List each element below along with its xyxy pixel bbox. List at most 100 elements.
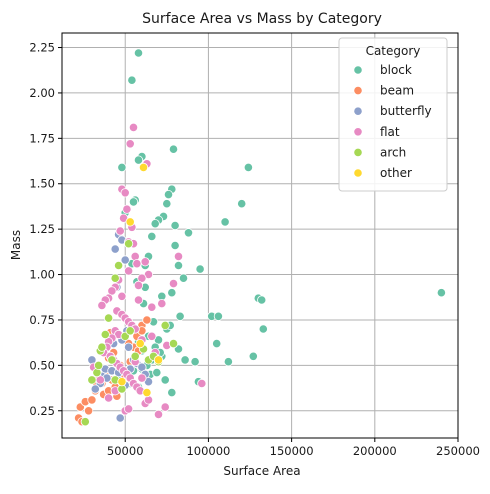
data-point-other [125, 217, 135, 227]
data-point-butterfly [115, 413, 125, 423]
legend-item-flat: flat [353, 125, 400, 139]
legend-marker-butterfly [353, 106, 363, 116]
data-point-flat [117, 291, 127, 301]
data-point-block [133, 155, 144, 165]
data-point-arch [124, 239, 134, 249]
legend-marker-block [353, 65, 363, 75]
data-point-block [127, 75, 137, 85]
data-point-arch [104, 313, 114, 323]
legend-marker-flat [353, 127, 363, 137]
data-point-arch [94, 360, 104, 370]
data-point-block [237, 199, 247, 209]
y-tick-label: 1.50 [29, 177, 55, 191]
data-point-flat [122, 204, 132, 214]
data-point-block [248, 351, 258, 361]
data-point-block [133, 48, 144, 58]
data-point-flat [153, 409, 164, 419]
data-point-block [167, 288, 177, 298]
legend-item-block: block [353, 63, 412, 77]
data-point-block [160, 375, 170, 385]
data-point-flat [147, 331, 157, 341]
y-axis-title: Mass [9, 230, 23, 260]
data-point-flat [120, 188, 130, 198]
data-point-arch [168, 338, 179, 349]
data-point-flat [125, 139, 135, 149]
y-tick-label: 1.75 [29, 131, 55, 145]
legend-item-arch: arch [353, 145, 406, 159]
data-point-arch [130, 351, 140, 361]
legend-items: block beam butterfly flat arch other [353, 63, 432, 180]
data-point-arch [97, 342, 107, 352]
data-point-other [135, 338, 145, 349]
legend-item-beam: beam [353, 84, 414, 98]
y-tick-label: 1.25 [29, 222, 55, 236]
data-point-butterfly [110, 244, 120, 254]
legend-label-other: other [380, 166, 412, 180]
legend-marker-other [353, 168, 363, 178]
data-point-flat [115, 226, 125, 236]
legend-label-beam: beam [380, 84, 414, 98]
data-point-arch [114, 260, 124, 271]
data-point-flat [133, 295, 144, 305]
data-point-block [128, 197, 139, 207]
data-point-block [190, 357, 200, 367]
plot-frame [61, 32, 459, 439]
legend-item-butterfly: butterfly [353, 104, 432, 118]
data-point-flat [157, 298, 167, 309]
x-tick-label: 150000 [270, 444, 314, 458]
data-point-block [168, 144, 179, 154]
legend-label-arch: arch [380, 145, 406, 159]
data-point-block [178, 273, 189, 283]
data-point-block [150, 219, 160, 229]
y-tick-label: 2.25 [29, 41, 55, 55]
data-point-flat [173, 251, 184, 261]
data-point-arch [110, 273, 120, 283]
data-point-other [117, 377, 127, 387]
data-point-arch [87, 375, 97, 385]
data-point-other [142, 387, 152, 398]
x-tick-label: 250000 [436, 444, 480, 458]
x-tick-label: 50000 [107, 444, 144, 458]
legend-label-butterfly: butterfly [380, 104, 432, 118]
legend-marker-beam [353, 86, 363, 96]
series-flat [89, 122, 207, 419]
data-point-beam [84, 406, 94, 416]
data-point-block [183, 228, 194, 238]
legend-frame [338, 37, 448, 192]
data-point-flat [137, 373, 147, 383]
data-point-butterfly [90, 384, 100, 394]
series-arch [80, 239, 179, 427]
legend-item-other: other [353, 166, 412, 180]
data-point-block [212, 338, 222, 349]
data-point-flat [133, 280, 144, 290]
data-point-block [167, 387, 177, 398]
data-point-block [162, 199, 172, 209]
data-point-block [152, 367, 162, 378]
legend-marker-arch [353, 147, 363, 157]
data-point-other [153, 355, 164, 365]
data-point-flat [124, 266, 134, 276]
data-point-beam [87, 395, 97, 405]
data-point-arch [80, 417, 90, 427]
data-point-flat [147, 302, 157, 312]
chart-title: Surface Area vs Mass by Category [142, 11, 382, 27]
data-point-block [195, 264, 205, 274]
y-tick-label: 0.25 [29, 404, 55, 418]
data-point-butterfly [124, 342, 134, 352]
legend: Category block beam butterfly flat arch other [338, 37, 448, 192]
series-other [117, 162, 164, 398]
data-point-flat [168, 278, 179, 289]
legend-title: Category [366, 44, 421, 58]
data-point-block [258, 324, 268, 334]
data-point-arch [107, 355, 117, 365]
y-tick-label: 0.75 [29, 313, 55, 327]
data-point-flat [197, 378, 207, 389]
data-point-flat [97, 300, 107, 310]
x-axis-title: Surface Area [223, 464, 300, 478]
data-point-flat [160, 402, 170, 412]
data-point-block [173, 260, 184, 271]
data-point-block [170, 220, 180, 231]
data-point-arch [100, 329, 110, 340]
x-tick-label: 100000 [186, 444, 230, 458]
